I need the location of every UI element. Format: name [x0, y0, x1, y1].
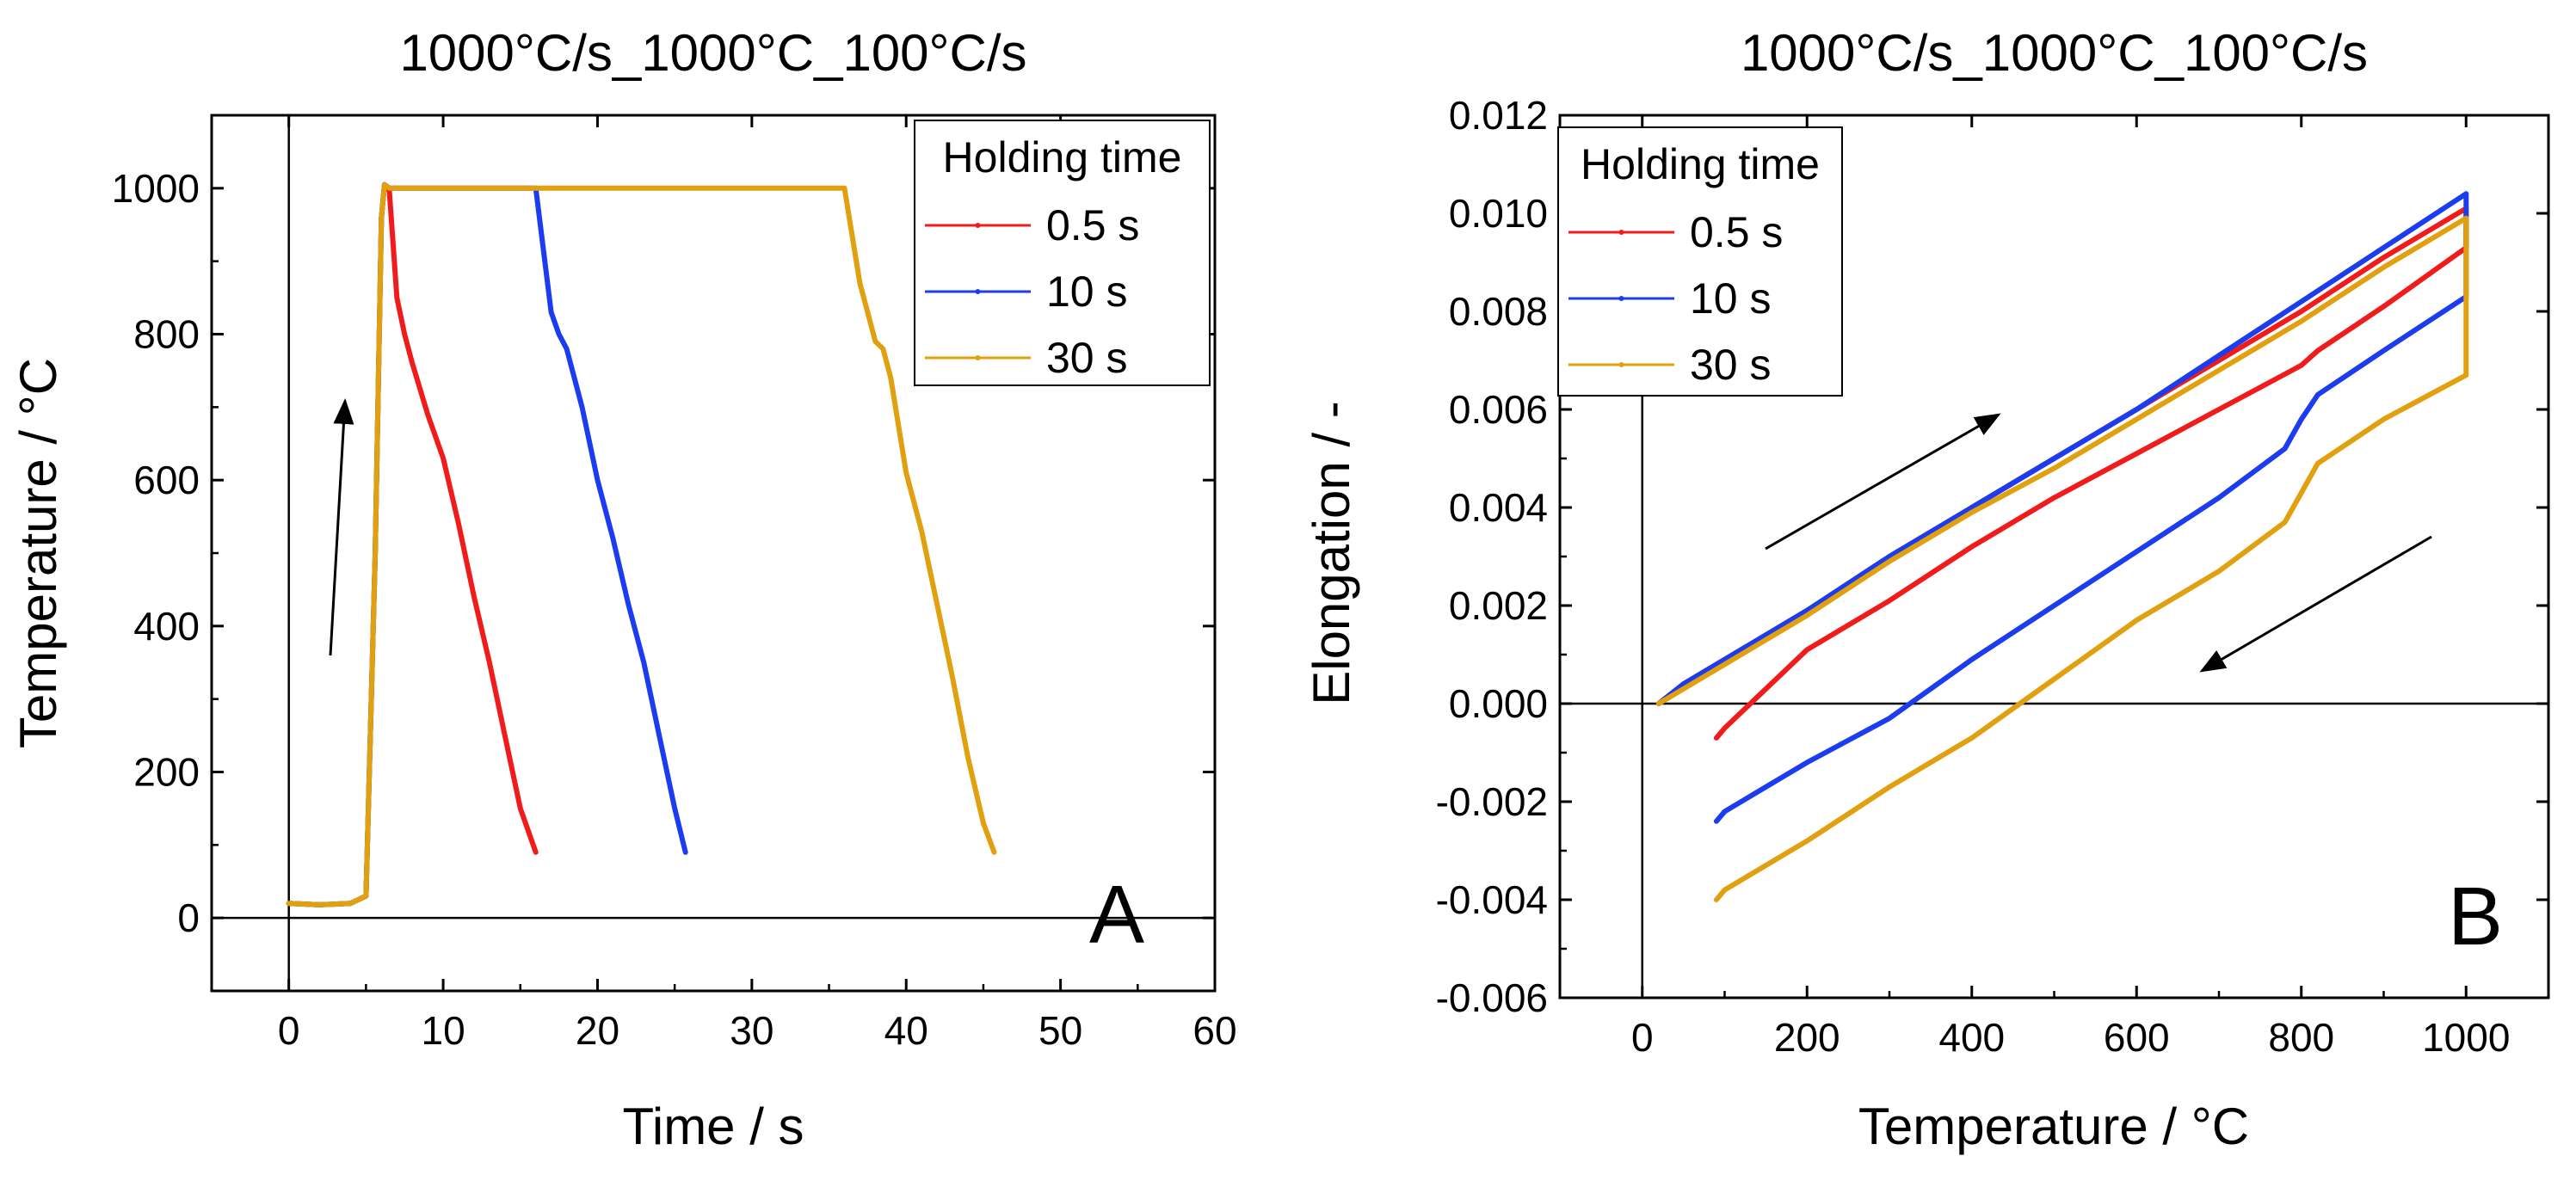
- series-line-30-s: [286, 181, 997, 907]
- heating-arrow-icon: [329, 398, 354, 656]
- y-tick-label: 800: [133, 312, 200, 357]
- y-tick-label: 1000: [112, 166, 200, 211]
- y-tick-label: 600: [133, 458, 200, 502]
- legend-marker: [1618, 362, 1624, 367]
- series-line-10-s: [286, 181, 688, 907]
- cooling-arrow-icon: [2199, 535, 2432, 673]
- panel-b: 1000°C/s_1000°C_100°C/s 0 200 400 600 800 1000…: [1303, 24, 2550, 1155]
- y-tick-label: 0.000: [1449, 681, 1548, 726]
- x-tick-label: 1000: [2422, 1015, 2510, 1060]
- y-tick-label: -0.002: [1436, 779, 1548, 824]
- x-tick-label: 30: [730, 1008, 773, 1053]
- legend-label: 30 s: [1046, 334, 1128, 382]
- y-tick-label: -0.004: [1436, 877, 1548, 922]
- y-tick-label: -0.006: [1436, 975, 1548, 1020]
- y-tick-label: 0.012: [1449, 93, 1548, 138]
- x-axis-label: Temperature / °C: [1858, 1098, 2249, 1155]
- x-tick-label: 600: [2104, 1015, 2170, 1060]
- x-tick-label: 10: [421, 1008, 465, 1053]
- legend-marker: [975, 223, 981, 228]
- heating-arrow-icon: [1765, 413, 2001, 551]
- x-tick-label: 40: [884, 1008, 928, 1053]
- y-tick-label: 0.010: [1449, 191, 1548, 236]
- legend-box: [914, 120, 1211, 386]
- chart-title: 1000°C/s_1000°C_100°C/s: [1741, 24, 2368, 82]
- legend-marker: [975, 355, 981, 360]
- x-tick-label: 800: [2268, 1015, 2334, 1060]
- x-tick-label: 0: [278, 1008, 300, 1053]
- chart-title: 1000°C/s_1000°C_100°C/s: [399, 24, 1026, 82]
- y-tick-label: 0: [177, 895, 200, 940]
- legend-title: Holding time: [943, 133, 1182, 181]
- x-tick-label: 50: [1038, 1008, 1082, 1053]
- y-tick-label: 400: [133, 604, 200, 649]
- x-tick-label: 20: [576, 1008, 619, 1053]
- series-line-30-s: [1655, 215, 2469, 902]
- legend-label: 10 s: [1046, 268, 1128, 316]
- x-tick-label: 60: [1192, 1008, 1236, 1053]
- x-tick-label: 400: [1938, 1015, 2005, 1060]
- y-tick-label: 0.008: [1449, 289, 1548, 334]
- x-tick-label: 200: [1774, 1015, 1840, 1060]
- legend-label: 10 s: [1690, 274, 1772, 323]
- legend-marker: [975, 289, 981, 294]
- y-tick-label: 0.002: [1449, 583, 1548, 628]
- panel-label: B: [2448, 870, 2503, 963]
- legend-box: [1557, 126, 1843, 397]
- y-axis-label: Temperature / °C: [9, 358, 67, 748]
- legend-label: 30 s: [1690, 341, 1772, 389]
- legend-title: Holding time: [1581, 140, 1820, 188]
- panel-label: A: [1089, 869, 1144, 961]
- legend-label: 0.5 s: [1690, 208, 1783, 256]
- y-axis-label: Elongation / -: [1303, 401, 1360, 705]
- legend-marker: [1618, 230, 1624, 235]
- x-axis-label: Time / s: [622, 1098, 804, 1155]
- y-tick-label: 200: [133, 750, 200, 795]
- legend-label: 0.5 s: [1046, 201, 1139, 249]
- panel-a: 1000°C/s_1000°C_100°C/s0 10 20 30 40 50 600200…: [9, 24, 1237, 1155]
- series-line-0-5-s: [286, 181, 539, 907]
- x-tick-label: 0: [1631, 1015, 1654, 1060]
- y-tick-label: 0.004: [1449, 485, 1548, 530]
- legend-marker: [1618, 296, 1624, 301]
- y-tick-label: 0.006: [1449, 387, 1548, 432]
